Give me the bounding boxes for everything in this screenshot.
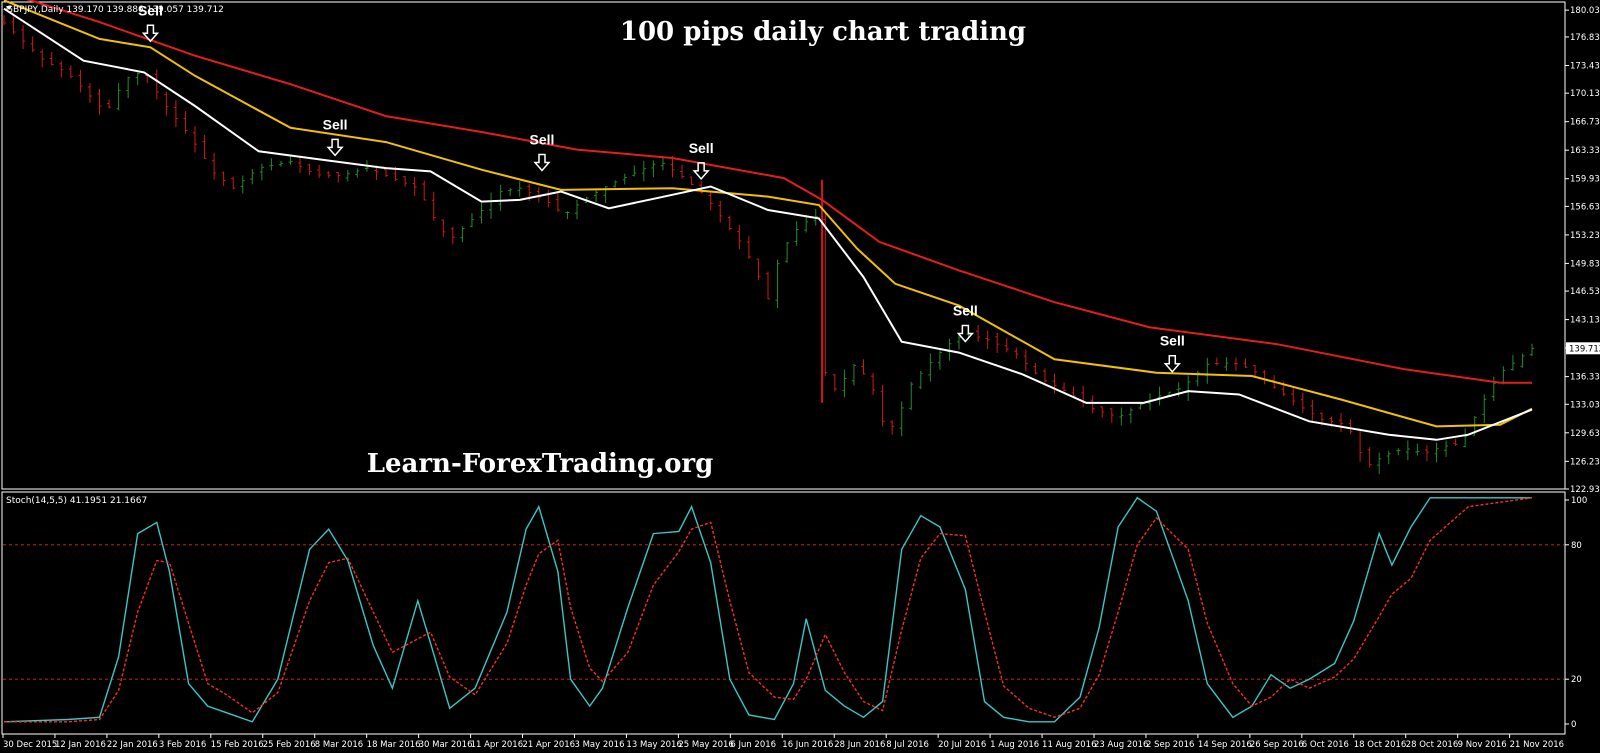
time-tick-label: 12 Jan 2016 [55, 740, 106, 750]
time-tick-label: 16 Jun 2016 [782, 740, 833, 750]
price-tick-label: 146.530 [1570, 287, 1600, 297]
stoch-tick-label: 80 [1571, 541, 1582, 551]
price-tick-label: 149.830 [1570, 259, 1600, 269]
time-tick-label: 3 May 2016 [574, 740, 624, 750]
time-tick-label: 11 Apr 2016 [471, 740, 524, 750]
time-tick-label: 21 Nov 2016 [1510, 740, 1564, 750]
time-tick-label: 6 Jun 2016 [730, 740, 776, 750]
time-tick-label: 9 Nov 2016 [1458, 740, 1507, 750]
sell-label: Sell [1160, 333, 1185, 349]
sell-arrow-icon [533, 153, 551, 172]
time-tick-label: 26 Sep 2016 [1250, 740, 1304, 750]
current-price-label: 139.712 [1569, 344, 1600, 354]
time-tick-label: 23 Aug 2016 [1094, 740, 1148, 750]
time-tick-label: 18 Oct 2016 [1354, 740, 1407, 750]
price-panel-frame [1, 1, 1566, 490]
time-tick-label: 22 Jan 2016 [107, 740, 158, 750]
sell-arrow-icon [956, 324, 975, 343]
time-tick-label: 8 Jul 2016 [886, 740, 929, 750]
time-tick-label: 6 Oct 2016 [1302, 740, 1349, 750]
price-tick-label: 129.630 [1570, 429, 1600, 439]
sell-label: Sell [138, 2, 163, 18]
stochastic-layer: 100 80 20 0 [3, 496, 1587, 730]
price-tick-label: 153.230 [1570, 231, 1600, 241]
time-tick-label: 8 Mar 2016 [315, 740, 363, 750]
time-tick-label: 20 Jul 2016 [938, 740, 986, 750]
sell-label: Sell [953, 303, 978, 319]
time-tick-label: 21 Apr 2016 [523, 740, 576, 750]
watermark: Learn-ForexTrading.org [367, 449, 714, 479]
sell-annotations-layer: Sell Sell Sell Sell Sell Sell [138, 2, 1185, 373]
stoch-main-line [3, 496, 1532, 723]
price-tick-label: 133.030 [1570, 400, 1600, 410]
time-tick-label: 18 Mar 2016 [367, 740, 421, 750]
time-tick-label: 28 Oct 2016 [1406, 740, 1459, 750]
time-tick-label: 28 Jun 2016 [834, 740, 885, 750]
sell-label: Sell [530, 131, 555, 147]
time-tick-label: 2 Sep 2016 [1146, 740, 1194, 750]
time-tick-label: 15 Feb 2016 [211, 740, 264, 750]
time-tick-label: 25 May 2016 [678, 740, 733, 750]
price-tick-label: 176.830 [1570, 33, 1600, 43]
price-tick-label: 126.230 [1570, 457, 1600, 467]
price-tick-label: 173.430 [1570, 61, 1600, 71]
sell-label: Sell [689, 140, 714, 156]
symbol-info: GBPJPY,Daily 139.170 139.886 139.057 139… [6, 5, 224, 15]
price-tick-label: 159.930 [1570, 175, 1600, 185]
price-tick-label: 170.130 [1570, 89, 1600, 99]
ma-line-fast [3, 7, 1533, 441]
stoch-tick-label: 0 [1571, 720, 1576, 730]
chart-title: 100 pips daily chart trading [620, 17, 1026, 47]
price-tick-label: 143.130 [1570, 316, 1600, 326]
price-tick-label: 163.330 [1570, 146, 1600, 156]
time-tick-label: 3 Feb 2016 [159, 740, 207, 750]
sell-arrow-icon [326, 138, 344, 157]
stoch-panel-frame [1, 491, 1566, 735]
time-tick-label: 30 Mar 2016 [419, 740, 473, 750]
price-tick-label: 156.630 [1570, 202, 1600, 212]
time-tick-label: 25 Feb 2016 [263, 740, 316, 750]
time-tick-label: 14 Sep 2016 [1198, 740, 1252, 750]
chevron-down-icon[interactable] [6, 6, 12, 10]
price-tick-label: 136.330 [1570, 373, 1600, 383]
ma-line-slow [26, 0, 1532, 384]
time-tick-label: 11 Aug 2016 [1042, 740, 1096, 750]
price-tick-label: 122.930 [1570, 485, 1600, 495]
time-tick-label: 13 May 2016 [626, 740, 681, 750]
candles-layer [2, 15, 1534, 475]
moving-averages-layer [3, 0, 1533, 441]
ma-line-mid [3, 0, 1533, 428]
sell-arrow-icon [1163, 354, 1181, 373]
price-tick-label: 166.730 [1570, 118, 1600, 128]
stoch-signal-line [4, 497, 1533, 723]
current-price-badge [1566, 342, 1600, 355]
time-tick-label: 30 Dec 2015 [3, 740, 57, 750]
stoch-info: Stoch(14,5,5) 41.1951 21.1667 [6, 496, 147, 506]
sell-arrow-icon [692, 162, 710, 180]
sell-label: Sell [323, 116, 348, 132]
stoch-tick-label: 20 [1571, 675, 1582, 685]
stoch-tick-label: 100 [1571, 496, 1587, 506]
sell-arrow-icon [141, 24, 160, 43]
price-tick-label: 180.030 [1570, 6, 1600, 16]
time-tick-label: 1 Aug 2016 [990, 740, 1039, 750]
